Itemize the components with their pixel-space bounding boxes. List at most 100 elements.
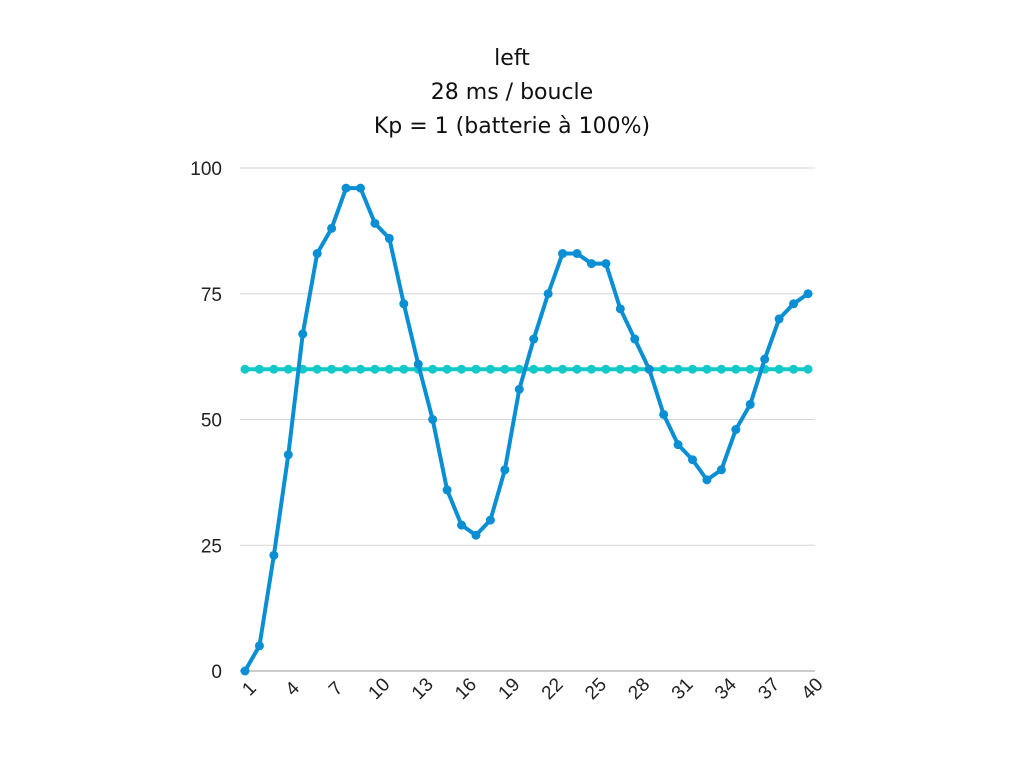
series-1-point-21 xyxy=(529,364,539,374)
series-0-point-30 xyxy=(659,409,669,419)
series-0-point-13 xyxy=(413,359,423,369)
series-1-point-30 xyxy=(659,364,669,374)
series-1-point-26 xyxy=(601,364,611,374)
series-1-point-36 xyxy=(745,364,755,374)
series-0-point-40 xyxy=(803,289,813,299)
series-1-point-34 xyxy=(716,364,726,374)
series-0-point-39 xyxy=(789,299,799,309)
series-1-point-33 xyxy=(702,364,712,374)
series-0-point-31 xyxy=(673,440,683,450)
series-0-point-4 xyxy=(283,450,293,460)
x-tick-label-22: 22 xyxy=(538,674,568,704)
chart-title-line-2: 28 ms / boucle xyxy=(430,80,594,105)
series-0-point-26 xyxy=(601,259,611,269)
series-0-point-20 xyxy=(514,384,524,394)
series-0-point-28 xyxy=(630,334,640,344)
series-1-point-25 xyxy=(586,364,596,374)
series-0-point-32 xyxy=(688,455,698,465)
x-tick-label-37: 37 xyxy=(754,674,784,704)
series-0-point-14 xyxy=(428,415,438,424)
x-tick-label-19: 19 xyxy=(495,674,525,704)
series-0-point-15 xyxy=(442,485,452,495)
x-tick-label-10: 10 xyxy=(365,674,395,704)
series-0-point-10 xyxy=(370,218,380,228)
gridlines xyxy=(240,167,815,546)
series-0-point-35 xyxy=(731,425,741,435)
series-0-point-22 xyxy=(543,289,553,299)
x-tick-label-4: 4 xyxy=(282,678,305,701)
series-0-point-5 xyxy=(298,329,308,339)
series-0-point-23 xyxy=(558,249,568,259)
series-1-point-2 xyxy=(254,364,264,374)
x-tick-label-31: 31 xyxy=(668,674,698,704)
series-1-point-22 xyxy=(543,364,553,374)
series-1-point-28 xyxy=(630,364,640,374)
x-tick-label-34: 34 xyxy=(711,674,741,704)
series-1-point-19 xyxy=(500,364,510,374)
series-1-point-1 xyxy=(240,364,250,374)
x-tick-label-25: 25 xyxy=(581,674,611,704)
series-0-point-12 xyxy=(399,299,409,309)
x-tick-label-13: 13 xyxy=(408,674,438,704)
series-1-point-14 xyxy=(428,364,438,374)
series-0-point-18 xyxy=(485,515,495,525)
y-tick-label-75: 75 xyxy=(201,285,222,306)
series-1-point-32 xyxy=(688,364,698,374)
series-0-line xyxy=(243,186,810,673)
series-1-point-7 xyxy=(327,364,337,374)
y-tick-label-50: 50 xyxy=(201,411,222,432)
x-tick-label-7: 7 xyxy=(325,678,347,700)
series-1-point-8 xyxy=(341,364,351,374)
series-0-point-11 xyxy=(384,233,394,243)
chart-title-line-3: Kp = 1 (batterie à 100%) xyxy=(373,114,651,139)
series-1-point-17 xyxy=(471,364,481,374)
y-tick-label-100: 100 xyxy=(190,159,222,180)
series-1-point-23 xyxy=(558,364,568,374)
series-0-point-33 xyxy=(702,475,712,485)
series-1-point-39 xyxy=(789,364,799,374)
series-1-point-27 xyxy=(615,364,625,374)
series-0-point-25 xyxy=(586,259,596,269)
series-0-point-1 xyxy=(240,666,250,676)
series-1-point-12 xyxy=(399,364,409,374)
series-1-point-9 xyxy=(355,364,365,374)
series-1-point-6 xyxy=(312,364,322,374)
x-tick-label-40: 40 xyxy=(798,674,828,704)
series-1-point-40 xyxy=(803,364,813,374)
series-0-point-9 xyxy=(355,183,365,193)
series-1-point-35 xyxy=(731,364,741,374)
series-1-point-31 xyxy=(673,364,683,374)
series-0-point-7 xyxy=(327,223,337,233)
series-0-point-29 xyxy=(644,364,654,374)
series-1-point-24 xyxy=(572,364,582,374)
x-tick-label-16: 16 xyxy=(451,674,481,704)
series-1-point-16 xyxy=(457,364,467,374)
series-0-point-36 xyxy=(745,399,755,409)
series-0-point-37 xyxy=(760,354,770,364)
series-layer xyxy=(240,183,813,676)
series-0-point-2 xyxy=(254,641,264,651)
y-tick-label-25: 25 xyxy=(201,536,222,557)
series-1-point-38 xyxy=(774,364,784,374)
series-1-point-10 xyxy=(370,364,380,374)
series-1-point-3 xyxy=(269,364,279,374)
series-0-point-19 xyxy=(500,465,510,475)
series-0-point-24 xyxy=(572,249,582,259)
x-tick-label-28: 28 xyxy=(624,674,654,704)
series-0-point-3 xyxy=(269,550,279,560)
chart-title-line-1: left xyxy=(494,46,530,71)
series-1-point-4 xyxy=(283,364,293,374)
series-0-point-6 xyxy=(312,249,322,259)
series-0-point-34 xyxy=(716,465,726,475)
series-0-point-8 xyxy=(341,183,351,193)
series-0-point-16 xyxy=(457,520,467,530)
series-1-point-18 xyxy=(485,364,495,374)
series-1-point-11 xyxy=(384,364,394,374)
series-0-point-27 xyxy=(615,304,625,314)
y-tick-label-0: 0 xyxy=(211,662,222,683)
x-tick-label-1: 1 xyxy=(238,678,260,700)
series-0-point-38 xyxy=(774,314,784,324)
chart-title: left 28 ms / boucle Kp = 1 (batterie à 1… xyxy=(0,42,1024,144)
series-0-point-21 xyxy=(529,334,539,344)
